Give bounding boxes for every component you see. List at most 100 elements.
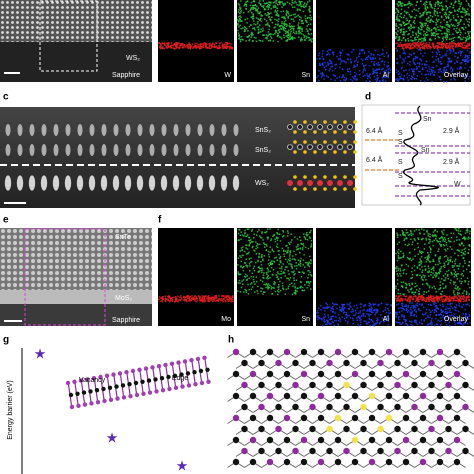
model-atom	[297, 144, 303, 150]
map-pixel	[457, 295, 460, 297]
map-pixel	[253, 265, 256, 268]
map-pixel	[408, 0, 410, 3]
map-pixel	[330, 61, 333, 63]
map-pixel	[450, 43, 452, 45]
map-pixel	[297, 245, 299, 247]
map-pixel	[343, 311, 345, 314]
map-pixel	[378, 303, 380, 306]
map-pixel	[194, 42, 196, 45]
map-pixel	[459, 20, 462, 23]
atom	[360, 447, 367, 455]
map-pixel	[421, 40, 423, 42]
map-pixel	[369, 73, 371, 76]
map-pixel	[299, 9, 301, 11]
map-pixel	[411, 40, 414, 42]
map-pixel	[421, 276, 423, 278]
map-pixel	[388, 309, 390, 312]
map-pixel	[326, 50, 329, 53]
map-pixel	[427, 303, 430, 306]
map-pixel	[218, 45, 220, 47]
map-pixel	[448, 297, 451, 300]
map-pixel	[430, 274, 432, 276]
map-pixel	[400, 74, 403, 76]
map-pixel	[317, 316, 319, 319]
map-pixel	[309, 10, 312, 13]
map-pixel	[240, 247, 243, 249]
map-pixel	[290, 30, 293, 33]
map-pixel	[432, 61, 434, 63]
map-pixel	[240, 35, 243, 38]
map-pixel	[398, 78, 400, 80]
map-pixel	[299, 261, 302, 263]
map-pixel	[361, 62, 364, 65]
map-pixel	[373, 54, 375, 56]
map-pixel	[290, 14, 293, 16]
map-pixel	[334, 303, 336, 306]
map-pixel	[407, 33, 409, 36]
map-pixel	[273, 250, 275, 253]
map-pixel	[442, 316, 444, 318]
map-pixel	[330, 65, 332, 68]
map-pixel	[462, 237, 464, 240]
map-pixel	[247, 11, 250, 13]
map-pixel	[425, 279, 427, 281]
map-pixel	[449, 5, 451, 8]
map-pixel	[397, 30, 399, 32]
map-pixel	[334, 64, 336, 66]
atom	[94, 388, 100, 393]
map-pixel	[438, 76, 441, 78]
map-pixel	[264, 291, 266, 293]
mos2-band	[0, 290, 152, 304]
map-pixel	[294, 287, 296, 289]
map-pixel	[161, 296, 164, 298]
atom	[275, 381, 282, 389]
map-pixel	[424, 73, 427, 76]
map-pixel	[437, 57, 439, 60]
map-pixel	[253, 36, 256, 39]
model-atom	[333, 120, 337, 124]
map-pixel	[427, 298, 429, 300]
map-pixel	[435, 45, 437, 47]
map-pixel	[267, 228, 269, 231]
map-pixel	[240, 11, 242, 13]
map-pixel	[438, 277, 440, 279]
map-pixel	[454, 46, 457, 48]
map-pixel	[357, 323, 359, 325]
map-pixel	[307, 233, 309, 236]
map-pixel	[466, 20, 469, 23]
map-pixel	[448, 31, 450, 33]
map-pixel	[158, 46, 161, 49]
map-pixel	[227, 300, 229, 303]
map-pixel	[415, 42, 418, 44]
map-pixel	[411, 310, 414, 313]
map-pixel	[451, 42, 453, 44]
map-pixel	[447, 57, 450, 60]
atom	[343, 403, 350, 411]
map-pixel	[440, 4, 443, 7]
map-pixel	[373, 61, 376, 63]
map-pixel	[399, 75, 401, 78]
map-pixel	[251, 261, 253, 263]
map-pixel	[456, 61, 459, 64]
map-pixel	[229, 45, 232, 48]
map-bg	[158, 0, 234, 82]
map-pixel	[238, 18, 241, 20]
map-pixel	[310, 39, 312, 42]
map-pixel	[433, 26, 436, 29]
map-pixel	[300, 16, 302, 19]
map-pixel	[436, 240, 439, 243]
map-pixel	[239, 265, 242, 267]
map-pixel	[426, 282, 428, 285]
map-pixel	[418, 309, 420, 311]
map-pixel	[446, 312, 449, 315]
map-pixel	[403, 14, 406, 17]
map-pixel	[320, 76, 323, 78]
map-pixel	[421, 24, 424, 27]
map-pixel	[441, 299, 444, 302]
map-pixel	[299, 247, 301, 249]
map-pixel	[301, 247, 304, 249]
map-pixel	[432, 267, 435, 270]
map-pixel	[451, 47, 453, 49]
map-pixel	[432, 269, 435, 272]
map-pixel	[445, 42, 448, 45]
